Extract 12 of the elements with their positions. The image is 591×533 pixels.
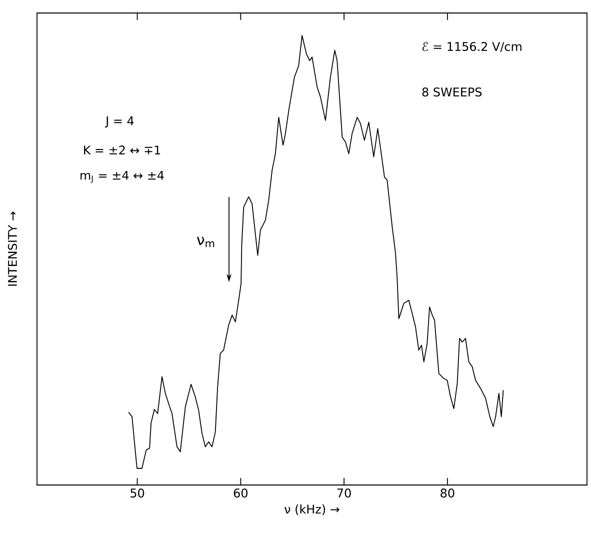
annotation: ν$_{m}$ (196, 236, 214, 248)
x-tick-label: 60 (234, 488, 248, 498)
annotation: 8 SWEEPS (422, 87, 482, 97)
y-axis-title: INTENSITY → (8, 212, 17, 286)
annotation: m$_{J}$ = ±4 ↔ ±4 (80, 170, 164, 184)
annotation: ℰ = 1156.2 V/cm (422, 42, 522, 52)
annotation: J = 4 (105, 116, 134, 128)
x-axis-title: ν (kHz) → (284, 504, 340, 516)
x-tick-label: 50 (130, 488, 144, 498)
x-tick-label: 80 (440, 488, 454, 498)
x-tick-label: 70 (337, 488, 351, 498)
annotation: K = ±2 ↔ ∓1 (84, 146, 160, 154)
